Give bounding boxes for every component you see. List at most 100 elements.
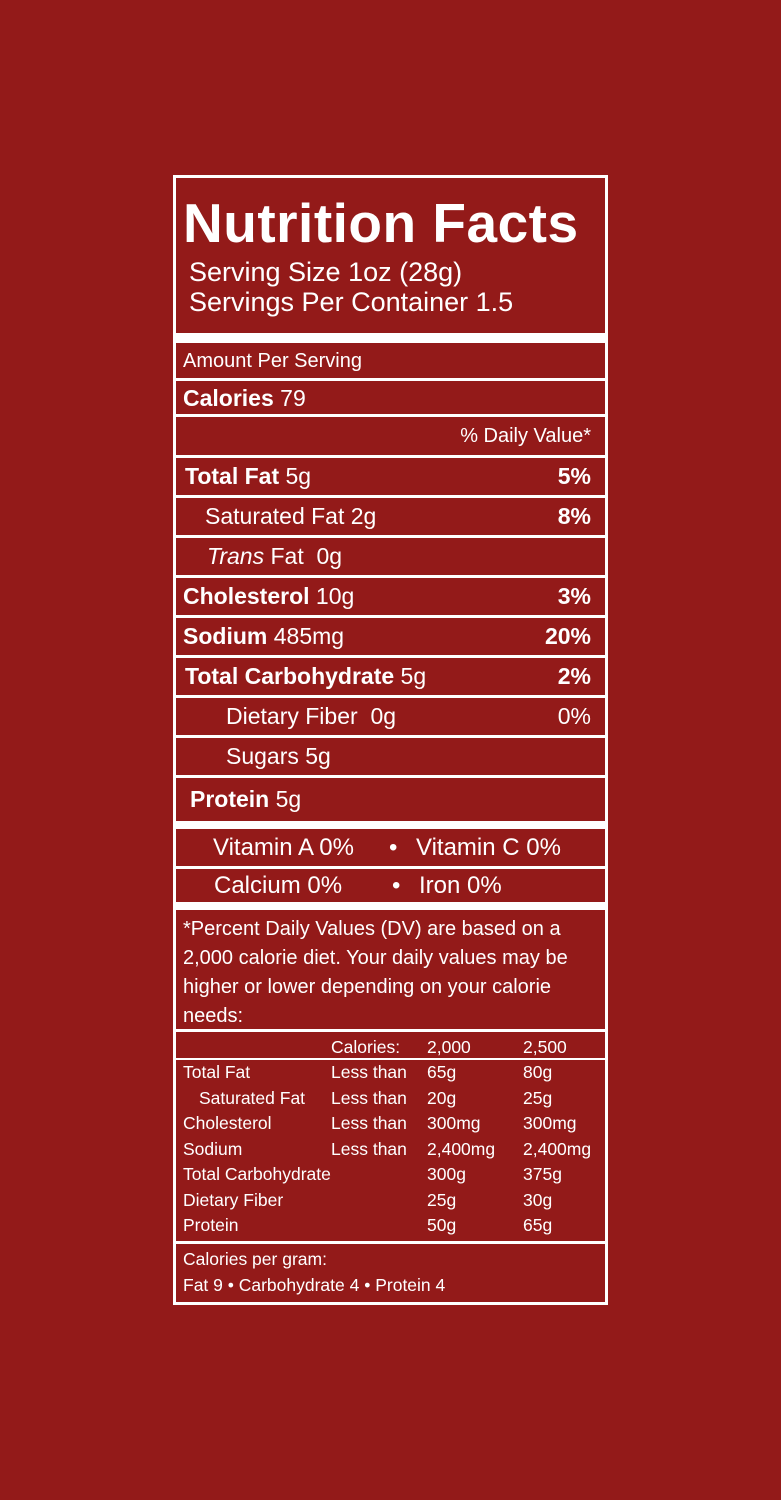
divider	[176, 1058, 605, 1060]
nutrient-label: Total Carbohydrate	[185, 663, 395, 689]
divider	[176, 695, 605, 698]
dv-header-label: Calories:	[331, 1037, 401, 1057]
nutrient-row-total-carbohydrate: Total Carbohydrate 5g 2%	[176, 658, 605, 695]
dv-col1: 65g	[427, 1062, 457, 1082]
servings-per-container: Servings Per Container 1.5	[189, 287, 514, 317]
dv-nutrient: Sodium	[183, 1138, 243, 1159]
table-row: Dietary Fiber 25g 30g	[176, 1187, 605, 1213]
dv-nutrient: Saturated Fat	[199, 1087, 306, 1108]
nutrient-label: Saturated Fat	[205, 503, 345, 529]
dv-col2: 2,400mg	[523, 1138, 592, 1159]
dv-qualifier: Less than	[331, 1087, 407, 1108]
table-row: Cholesterol Less than 300mg 300mg	[176, 1110, 605, 1136]
nutrient-label: Protein	[190, 786, 270, 812]
divider	[176, 866, 605, 869]
divider	[176, 655, 605, 658]
dv-col2: 30g	[523, 1189, 553, 1210]
calories-per-gram-values: Fat 9 • Carbohydrate 4 • Protein 4	[183, 1275, 446, 1295]
thick-divider	[176, 902, 605, 910]
nutrient-label: Cholesterol	[183, 583, 310, 609]
dv-nutrient: Protein	[183, 1215, 239, 1235]
calories-row: Calories 79	[176, 381, 605, 416]
amount-per-serving: Amount Per Serving	[176, 343, 605, 379]
divider	[176, 378, 605, 381]
table-row: Total Fat Less than 65g 80g	[176, 1059, 605, 1085]
nutrient-label-suffix: Fat	[270, 543, 304, 569]
divider	[176, 615, 605, 618]
vitamin-c: Vitamin C 0%	[416, 834, 561, 861]
dv-col1: 300g	[427, 1164, 466, 1184]
nutrient-daily-value: 2%	[557, 663, 591, 689]
dv-col1: 20g	[427, 1087, 457, 1108]
calories-value: 79	[280, 385, 306, 411]
nutrient-label: Trans	[207, 543, 265, 569]
vitamin-a: Vitamin A 0%	[213, 834, 354, 861]
nutrient-row-total-fat: Total Fat 5g 5%	[176, 458, 605, 495]
divider	[176, 455, 605, 458]
dv-nutrient: Total Carbohydrate	[183, 1164, 331, 1184]
amount-per-serving-label: Amount Per Serving	[183, 349, 362, 372]
nutrient-label: Sodium	[183, 623, 268, 649]
table-row: Protein 50g 65g	[176, 1212, 605, 1238]
serving-info: Serving Size 1oz (28g) Servings Per Cont…	[189, 257, 513, 317]
dv-col1: 2,400mg	[427, 1138, 496, 1159]
bullet-separator: •	[392, 872, 401, 899]
nutrient-amount: 5g	[275, 786, 302, 812]
table-row: Sodium Less than 2,400mg 2,400mg	[176, 1136, 605, 1162]
nutrient-amount: 2g	[350, 503, 377, 529]
dv-col1: 300mg	[427, 1113, 481, 1133]
divider	[176, 414, 605, 417]
nutrient-row-cholesterol: Cholesterol 10g 3%	[176, 578, 605, 615]
daily-value-header-label: % Daily Value*	[460, 424, 591, 447]
nutrient-row-sodium: Sodium 485mg 20%	[176, 618, 605, 655]
dv-nutrient: Dietary Fiber	[183, 1189, 284, 1210]
nutrient-label: Total Fat	[185, 463, 280, 489]
nutrient-row-saturated-fat: Saturated Fat 2g 8%	[176, 498, 605, 535]
vitamin-row-2: Calcium 0% • Iron 0%	[176, 872, 605, 902]
calcium: Calcium 0%	[214, 872, 343, 899]
daily-value-header: % Daily Value*	[176, 417, 605, 455]
dv-nutrient: Cholesterol	[183, 1113, 272, 1133]
divider	[176, 575, 605, 578]
table-row: Saturated Fat Less than 20g 25g	[176, 1085, 605, 1111]
dv-header-col1: 2,000	[427, 1037, 471, 1057]
divider	[176, 775, 605, 778]
nutrient-daily-value: 0%	[557, 703, 591, 729]
nutrient-label: Dietary Fiber	[226, 703, 358, 729]
divider	[176, 495, 605, 498]
nutrition-facts-panel: Nutrition Facts Serving Size 1oz (28g) S…	[173, 175, 608, 1305]
dv-col2: 25g	[523, 1087, 553, 1108]
divider	[176, 535, 605, 538]
nutrient-amount: 5g	[305, 743, 331, 769]
nutrient-row-protein: Protein 5g	[176, 778, 605, 821]
nutrient-daily-value: 3%	[557, 583, 591, 609]
nutrient-daily-value: 5%	[557, 463, 591, 489]
nutrient-daily-value: 8%	[557, 503, 591, 529]
calories-per-gram-label: Calories per gram:	[183, 1249, 327, 1269]
bullet-separator: •	[389, 834, 398, 861]
thick-divider	[176, 821, 605, 829]
dv-qualifier: Less than	[331, 1062, 407, 1082]
table-row: Total Carbohydrate 300g 375g	[176, 1161, 605, 1187]
panel-title: Nutrition Facts	[183, 192, 579, 254]
dv-qualifier: Less than	[331, 1113, 407, 1133]
dv-header-col2: 2,500	[523, 1037, 567, 1057]
dv-col2: 375g	[523, 1164, 562, 1184]
divider	[176, 1241, 605, 1244]
nutrient-amount: 0g	[370, 703, 397, 729]
nutrient-row-dietary-fiber: Dietary Fiber 0g 0%	[176, 698, 605, 735]
nutrient-label: Sugars	[226, 743, 299, 769]
dv-col2: 80g	[523, 1062, 553, 1082]
calories-label: Calories	[183, 385, 274, 411]
nutrient-amount: 5g	[400, 663, 427, 689]
serving-size: Serving Size 1oz (28g)	[189, 257, 463, 287]
dv-col1: 25g	[427, 1189, 457, 1210]
nutrient-row-sugars: Sugars 5g	[176, 738, 605, 775]
nutrient-amount: 0g	[316, 543, 343, 569]
iron: Iron 0%	[419, 872, 502, 899]
calories-per-gram: Calories per gram: Fat 9 • Carbohydrate …	[183, 1246, 445, 1298]
divider	[176, 735, 605, 738]
nutrient-row-trans-fat: Trans Fat 0g	[176, 538, 605, 575]
dv-col2: 300mg	[523, 1113, 577, 1133]
divider	[176, 1029, 605, 1032]
